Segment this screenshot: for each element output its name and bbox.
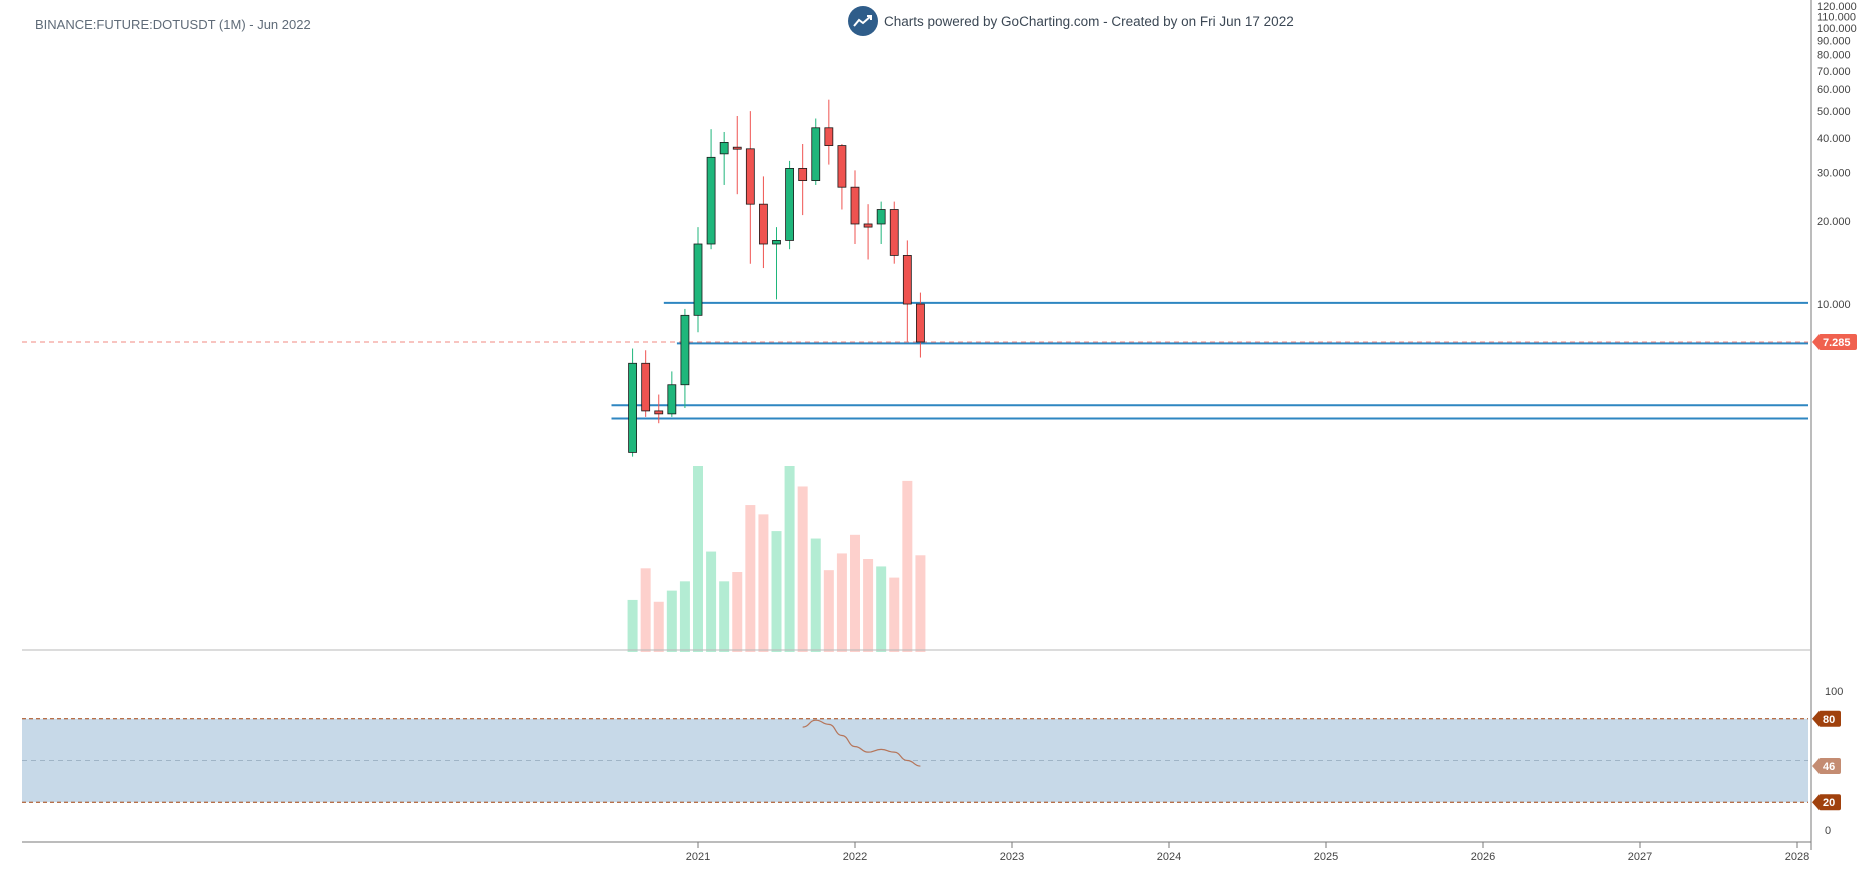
rsi-tick-label: 0	[1825, 825, 1831, 837]
rsi-current-tag-label: 46	[1823, 761, 1835, 773]
time-tick-label: 2027	[1628, 851, 1652, 863]
header-credit[interactable]: Charts powered by GoCharting.com - Creat…	[848, 6, 1294, 36]
volume-bar	[863, 559, 874, 652]
last-price-tag-label: 7.285	[1823, 337, 1851, 349]
volume-bar	[640, 568, 651, 652]
rsi-current-tag-box	[1819, 758, 1841, 775]
volume-bar	[732, 572, 743, 652]
volume-bar	[706, 551, 717, 652]
time-tick-label: 2021	[686, 851, 710, 863]
candle-body	[759, 203, 768, 245]
volume-bar	[653, 601, 664, 652]
time-tick-label: 2025	[1314, 851, 1338, 863]
candle-body	[719, 142, 729, 155]
rsi-pane	[22, 718, 1808, 803]
price-tick-label: 120.000	[1817, 1, 1857, 13]
candle-body	[693, 243, 703, 316]
volume-bar	[850, 534, 860, 652]
time-tick-label: 2026	[1471, 851, 1495, 863]
rsi-tick-label: 100	[1825, 686, 1843, 698]
price-tick-label: 80.000	[1817, 50, 1851, 62]
volume-bar	[693, 466, 703, 652]
volume-bar	[627, 599, 638, 652]
volume-bar	[915, 555, 926, 652]
rsi-upper-tag-pointer	[1812, 710, 1819, 727]
candle-body	[863, 223, 873, 228]
credit-text: Charts powered by GoCharting.com - Creat…	[884, 13, 1294, 29]
candle-body	[654, 410, 664, 415]
price-tick-label: 30.000	[1817, 167, 1851, 179]
time-tick-label: 2022	[843, 851, 867, 863]
candle-body	[745, 148, 755, 205]
price-tick-label: 100.000	[1817, 23, 1857, 35]
rsi-upper-tag-box	[1819, 710, 1841, 727]
candle-body	[916, 303, 925, 343]
candle-body	[798, 167, 808, 181]
rsi-lower-tag-pointer	[1812, 794, 1819, 811]
candle-body	[889, 209, 899, 256]
rsi-line	[802, 719, 921, 767]
rsi-lower-tag-label: 20	[1823, 797, 1835, 809]
candle-body	[706, 156, 716, 245]
volume-bars	[627, 466, 926, 652]
volume-bar	[823, 570, 834, 652]
last-price-tag-box	[1819, 334, 1857, 350]
rsi-current-tag-pointer	[1812, 758, 1819, 775]
volume-bar	[902, 480, 913, 652]
volume-bar	[719, 581, 730, 652]
rsi-lower-tag-box	[1819, 794, 1841, 811]
candle-body	[824, 127, 834, 146]
volume-bar	[679, 581, 690, 652]
last-price-tag-pointer	[1812, 334, 1819, 350]
candle-body	[837, 145, 847, 188]
price-tick-label: 90.000	[1817, 36, 1851, 48]
price-tick-label: 110.000	[1817, 12, 1856, 24]
volume-bar	[889, 577, 900, 652]
volume-bar	[745, 505, 756, 652]
candle-body	[680, 314, 690, 386]
volume-bar	[876, 566, 887, 652]
rsi-upper-tag-label: 80	[1823, 714, 1835, 726]
trend-line-icon	[848, 6, 878, 36]
candle-body	[732, 146, 742, 150]
value-tags: 7.285 80 46 20	[1812, 334, 1857, 811]
volume-bar	[784, 466, 795, 652]
candle-body	[902, 255, 912, 305]
candle-body	[772, 240, 781, 245]
price-tick-label: 40.000	[1817, 133, 1851, 145]
candle-body	[628, 362, 637, 453]
price-tick-label: 50.000	[1817, 106, 1851, 118]
candle-body	[785, 167, 794, 241]
volume-bar	[810, 538, 821, 652]
volume-bar	[758, 514, 769, 652]
time-tick-label: 2024	[1157, 851, 1181, 863]
horizontal-levels	[22, 301, 1808, 420]
candle-body	[811, 127, 821, 181]
price-tick-label: 20.000	[1817, 216, 1851, 228]
time-tick-label: 2028	[1785, 851, 1809, 863]
price-tick-label: 10.000	[1817, 299, 1851, 311]
price-tick-label: 60.000	[1817, 84, 1851, 96]
volume-bar	[666, 590, 677, 652]
candle-body	[641, 362, 651, 412]
price-tick-label: 70.000	[1817, 66, 1851, 78]
time-tick-label: 2023	[1000, 851, 1024, 863]
volume-bar	[836, 553, 847, 652]
candle-body	[667, 384, 677, 415]
candle-body	[850, 186, 860, 225]
volume-bar	[797, 486, 808, 652]
candle-body	[876, 209, 886, 225]
candles	[628, 99, 925, 457]
symbol-title: BINANCE:FUTURE:DOTUSDT (1M) - Jun 2022	[35, 17, 311, 32]
volume-bar	[771, 531, 782, 652]
